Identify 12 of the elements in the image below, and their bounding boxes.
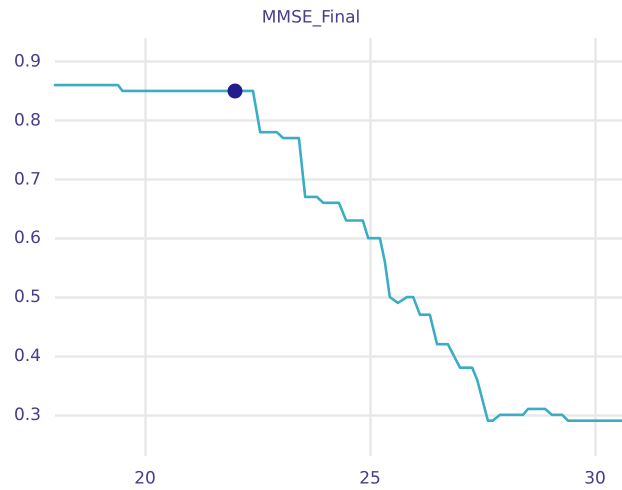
x-tick-label: 25: [359, 468, 381, 488]
y-tick-label: 0.5: [14, 287, 41, 308]
y-tick-label: 0.7: [14, 169, 41, 190]
y-tick-label: 0.4: [14, 346, 41, 366]
y-tick-label: 0.3: [14, 404, 41, 425]
x-tick-label: 30: [584, 468, 606, 488]
y-tick-label: 0.9: [14, 52, 41, 72]
line-series: [54, 84, 622, 422]
y-tick-label: 0.8: [14, 110, 41, 130]
x-tick-label: 20: [134, 468, 156, 488]
y-tick-label: 0.6: [14, 228, 41, 248]
chart-title: MMSE_Final: [262, 8, 360, 28]
